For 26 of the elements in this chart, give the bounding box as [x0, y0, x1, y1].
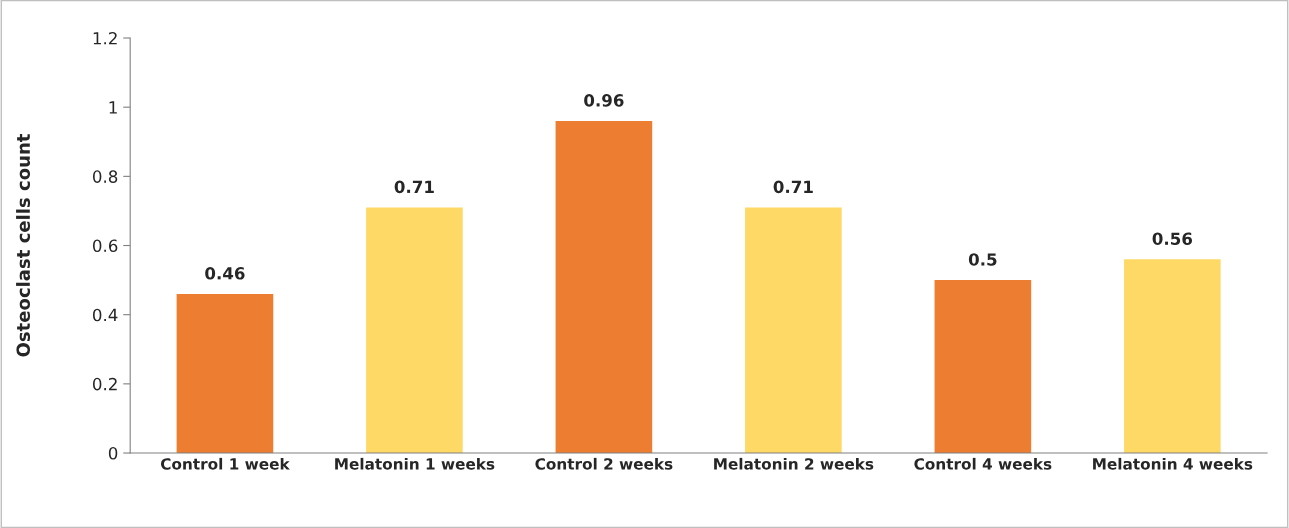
data-label: 0.71	[394, 180, 434, 194]
data-label: 0.71	[773, 180, 813, 194]
x-tick-label: Control 4 weeks	[914, 457, 1052, 470]
y-tick-label: 1	[109, 101, 117, 114]
bar	[366, 207, 463, 454]
x-tick-label: Control 1 week	[160, 457, 290, 470]
data-label: 0.46	[205, 266, 245, 280]
bar	[745, 207, 842, 454]
data-label: 0.96	[584, 94, 624, 107]
y-tick-label: 0	[108, 446, 118, 460]
x-tick-label: Melatonin 2 weeks	[714, 457, 874, 470]
bar	[555, 121, 653, 454]
y-tick-label: 1.2	[93, 31, 117, 45]
x-tick-label: Control 2 weeks	[535, 457, 673, 470]
bar	[176, 293, 274, 454]
y-axis-title: Osteoclast cells count	[16, 133, 31, 357]
x-tick-label: Melatonin 1 weeks	[335, 457, 495, 470]
data-label: 0.56	[1152, 232, 1193, 246]
y-tick-label: 0.6	[92, 239, 118, 253]
y-tick-label: 0.2	[92, 377, 117, 391]
bar	[1124, 259, 1221, 454]
bar	[934, 280, 1032, 454]
x-tick-label: Melatonin 4 weeks	[1093, 457, 1253, 470]
data-label: 0.5	[968, 253, 997, 266]
y-tick-label: 0.8	[92, 170, 118, 183]
y-tick-label: 0.4	[92, 308, 118, 322]
